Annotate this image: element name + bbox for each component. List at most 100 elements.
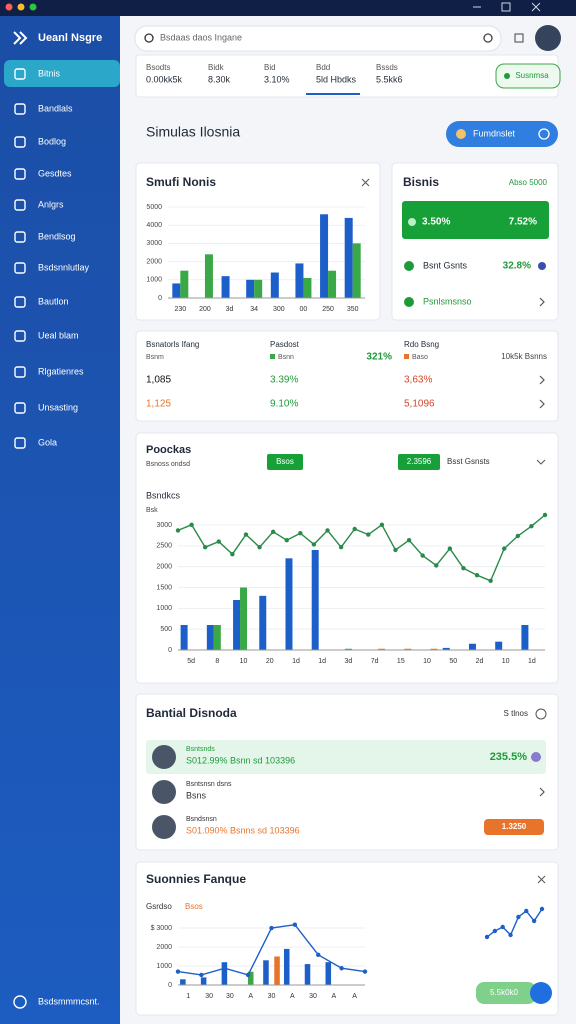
chip[interactable] (267, 454, 303, 470)
cell: 1,085 (146, 375, 171, 386)
page-button[interactable] (446, 121, 558, 147)
column-title: Rdo Bsng (404, 340, 439, 349)
chevron[interactable] (539, 787, 545, 797)
card-title: Poockas (146, 444, 191, 456)
minimize-dot[interactable] (17, 3, 25, 11)
close-dot[interactable] (5, 3, 13, 11)
nav-icon[interactable] (14, 402, 26, 414)
chevron[interactable] (539, 375, 545, 385)
chip-label[interactable]: Bsos (276, 457, 294, 466)
line-point (222, 966, 227, 971)
stat-value[interactable]: 3.10% (264, 74, 290, 84)
bar (311, 550, 319, 650)
nav-item[interactable]: Bodlog (38, 136, 66, 146)
nav-icon[interactable] (14, 103, 26, 115)
legend-swatch (404, 354, 409, 359)
close-icon[interactable] (361, 178, 370, 187)
nav-icon[interactable] (14, 296, 26, 308)
check-icon (404, 261, 414, 271)
bar (180, 625, 188, 650)
line-point (362, 969, 368, 974)
bar (270, 272, 279, 298)
chip-label[interactable]: 2.3596 (407, 457, 432, 466)
bar (430, 648, 438, 650)
bar (263, 960, 269, 985)
row-label[interactable]: Psnlsmsnso (423, 296, 472, 306)
button-label[interactable]: 5.5k0k0 (490, 988, 519, 997)
x-tick-label: 1d (292, 658, 300, 665)
bar-card (135, 162, 381, 321)
line-point (500, 924, 505, 930)
nav-item[interactable]: Bsdsnnlutlay (38, 262, 90, 272)
search-box[interactable] (134, 25, 502, 52)
fab[interactable] (530, 982, 552, 1004)
x-tick-label: A (331, 993, 336, 1000)
y-tick-label: 0 (168, 982, 172, 989)
chevron[interactable] (539, 399, 545, 409)
dropdown-icon[interactable] (536, 459, 546, 465)
close-icon[interactable] (537, 875, 546, 884)
row-value: 32.8% (503, 261, 531, 272)
stat-label: Bidk (208, 63, 225, 72)
stat-value[interactable]: 8.30k (208, 74, 231, 84)
nav-item[interactable]: Gesdtes (38, 168, 72, 178)
chip[interactable] (398, 454, 440, 470)
nav-item[interactable]: Bandlals (38, 103, 73, 113)
expand-icon[interactable] (514, 33, 524, 43)
line-point (484, 934, 490, 940)
nav-icon[interactable] (14, 168, 26, 180)
nav-icon[interactable] (14, 199, 26, 211)
action-icon[interactable] (535, 708, 547, 720)
bar (442, 647, 450, 650)
nav-icon[interactable] (14, 262, 26, 274)
nav-item[interactable]: Bautlon (38, 296, 69, 306)
nav-item[interactable]: Anlgrs (38, 199, 64, 209)
stat-value[interactable]: 5ld Hbdks (316, 74, 357, 84)
footer: Bsdsmmmcsnt. (38, 996, 100, 1006)
x-tick-label: 10 (423, 658, 431, 665)
avatar[interactable] (535, 25, 561, 51)
highlight-box (402, 201, 549, 239)
nav-item[interactable]: Unsasting (38, 402, 78, 412)
nav-item[interactable]: Rlgatienres (38, 366, 84, 376)
y-tick-label: 2000 (156, 944, 172, 951)
y-tick-label: 3000 (156, 522, 172, 529)
nav-icon[interactable] (14, 136, 26, 148)
chevron[interactable] (539, 297, 545, 307)
bar (206, 625, 214, 650)
refresh-icon[interactable] (483, 33, 493, 43)
x-tick-label: 200 (199, 306, 211, 313)
x-tick-label: 1d (528, 658, 536, 665)
line-point (461, 566, 466, 571)
line-point (270, 529, 276, 534)
line-point (406, 538, 412, 543)
button-label[interactable]: Fumdnslet (473, 128, 516, 138)
axis-title: Bsk (146, 507, 158, 514)
nav-item[interactable]: Bitnis (38, 68, 61, 78)
nav-item[interactable]: Gola (38, 437, 57, 447)
nav-item[interactable]: Bendlsog (38, 231, 76, 241)
bar (285, 558, 293, 650)
stat-value[interactable]: 0.00kk5k (146, 74, 183, 84)
nav-icon[interactable] (14, 231, 26, 243)
maximize-icon[interactable] (501, 2, 511, 12)
nav-icon[interactable] (14, 330, 26, 342)
bar (204, 254, 213, 298)
nav-icon[interactable] (14, 437, 26, 449)
mini-button[interactable] (476, 982, 536, 1004)
stat-value[interactable]: 5.5kk6 (376, 74, 403, 84)
zoom-dot[interactable] (29, 3, 37, 11)
nav-icon[interactable] (14, 366, 26, 378)
nav-icon[interactable] (14, 68, 26, 80)
card-action[interactable]: S tlnos (504, 709, 528, 718)
search-placeholder: Bsdaas daos Ingane (160, 32, 242, 42)
y-tick-label: 1000 (146, 277, 162, 284)
line-point (531, 918, 537, 924)
bar (200, 977, 207, 985)
check-icon (404, 297, 414, 307)
button-label[interactable]: Susnmsa (515, 71, 549, 80)
nav-item[interactable]: Ueal blam (38, 330, 79, 340)
close-icon[interactable] (531, 2, 541, 12)
stats-button[interactable] (495, 63, 561, 89)
card-title: Suonnies Fanque (146, 872, 246, 886)
